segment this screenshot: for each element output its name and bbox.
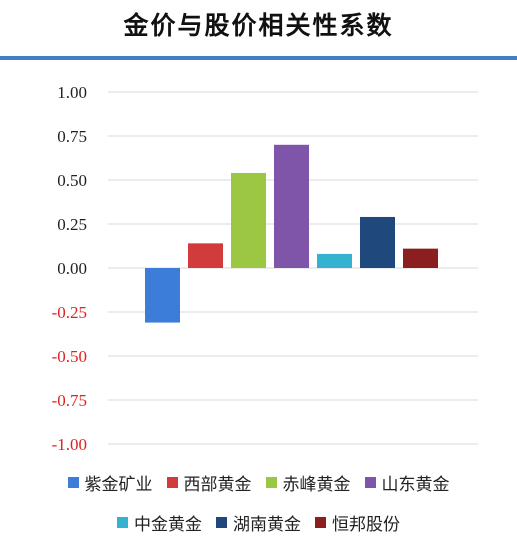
y-tick-label: 0.75 [57,127,87,146]
legend-label: 赤峰黄金 [282,475,351,495]
y-tick-label: 0.25 [57,215,87,234]
bar [360,216,395,268]
legend-swatch [166,477,178,488]
title-divider [0,56,517,60]
bar [403,248,438,268]
bars [145,144,438,323]
legend-item: 湖南黄金 [216,510,301,535]
legend-swatch [364,477,376,488]
legend-swatch [315,517,326,528]
legend-swatch [216,517,227,528]
y-tick-label: 1.00 [57,83,87,102]
legend-swatch [67,477,79,488]
legend-item: 中金黄金 [117,510,202,535]
legend-item: 紫金矿业 [67,470,153,495]
y-tick-label: 0.50 [57,171,87,190]
legend-label: 恒邦股份 [332,515,400,535]
legend-swatch [117,517,128,528]
bar [274,144,309,268]
legend-label: 西部黄金 [183,475,252,495]
bar [145,268,180,323]
y-tick-label: -0.25 [52,303,87,322]
y-axis-ticks: 1.00 0.75 0.50 0.25 0.00 -0.25 -0.50 -0.75 -1.00 [52,83,87,454]
bar [231,172,266,268]
legend-row-1: 紫金矿业 西部黄金 赤峰黄金 山东黄金 [0,470,517,495]
legend-row-2: 中金黄金 湖南黄金 恒邦股份 [0,510,517,535]
bar [188,243,223,268]
legend-item: 山东黄金 [364,470,450,495]
y-tick-label: -0.50 [52,347,87,366]
legend-item: 赤峰黄金 [265,470,351,495]
legend-label: 中金黄金 [134,515,202,535]
y-tick-label: 0.00 [57,259,87,278]
legend-item: 恒邦股份 [315,510,400,535]
legend-swatch [265,477,277,488]
legend-item: 西部黄金 [166,470,252,495]
y-tick-label: -1.00 [52,435,87,454]
legend-label: 湖南黄金 [233,515,301,535]
bar [317,253,352,268]
chart-title: 金价与股价相关性系数 [123,11,394,40]
legend-label: 山东黄金 [381,475,450,495]
legend-label: 紫金矿业 [84,475,153,495]
y-tick-label: -0.75 [52,391,87,410]
